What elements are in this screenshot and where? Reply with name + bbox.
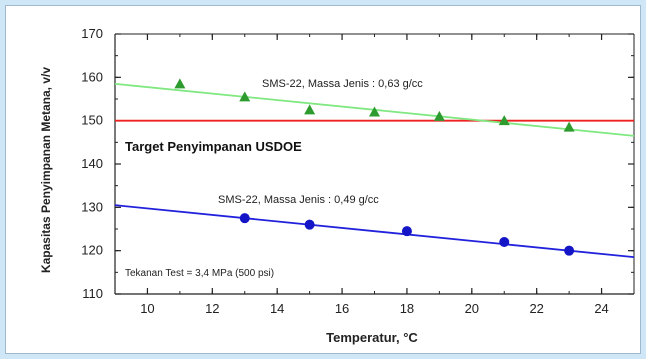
x-tick-label: 20 [465, 301, 479, 316]
series-0-point [369, 106, 380, 117]
series-1-point [304, 219, 315, 230]
target-line-label: Target Penyimpanan USDOE [125, 139, 302, 154]
series-0-point [304, 104, 316, 115]
x-tick-label: 16 [335, 301, 349, 316]
series-1-point [401, 226, 412, 237]
y-tick-label: 170 [81, 26, 103, 41]
y-tick-label: 120 [81, 243, 103, 258]
series-0-point [563, 121, 575, 132]
test-condition-note: Tekanan Test = 3,4 MPa (500 psi) [125, 268, 274, 279]
y-tick-label: 150 [81, 113, 103, 128]
y-axis-label: Kapasitas Penyimpanan Metana, v/v [39, 67, 53, 273]
series-0-point [498, 115, 510, 126]
chart-frame [5, 5, 641, 354]
x-axis-label: Temperatur, °C [326, 330, 418, 345]
x-tick-label: 14 [270, 301, 284, 316]
x-tick-label: 18 [400, 301, 414, 316]
series-1-fit-line [114, 204, 635, 259]
y-tick-label: 130 [81, 199, 103, 214]
y-tick-label: 140 [81, 156, 103, 171]
series-0-point [174, 78, 186, 89]
x-tick-label: 24 [594, 301, 608, 316]
series-1-point [499, 237, 510, 247]
series-0-point [239, 91, 251, 102]
series-1-point [239, 213, 250, 224]
x-tick-label: 22 [529, 301, 543, 316]
y-tick-label: 160 [81, 69, 103, 84]
series-label-063: SMS-22, Massa Jenis : 0,63 g/cc [262, 78, 423, 90]
x-tick-label: 12 [205, 301, 219, 316]
series-label-049: SMS-22, Massa Jenis : 0,49 g/cc [218, 194, 379, 206]
series-0-point [433, 110, 445, 121]
y-tick-label: 110 [82, 286, 103, 301]
series-1-point [564, 245, 575, 256]
x-tick-label: 10 [140, 301, 154, 316]
plot-area: 10 12 14 16 18 20 22 24 110 120 130 140 150 160 170 [81, 26, 635, 316]
